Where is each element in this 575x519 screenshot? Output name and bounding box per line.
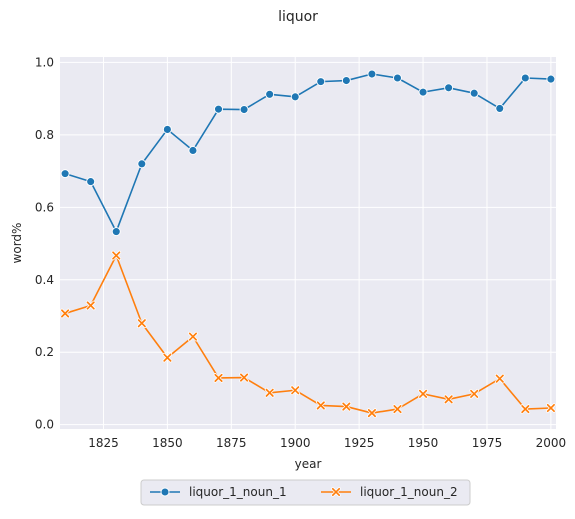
- data-point: [494, 373, 505, 384]
- x-tick-label: 1900: [280, 436, 311, 450]
- data-point: [137, 318, 147, 329]
- legend-item-liquor_1_noun_2: liquor_1_noun_2: [321, 485, 458, 499]
- y-tick-label: 1.0: [35, 55, 54, 69]
- data-point: [214, 104, 223, 114]
- data-point: [85, 300, 96, 311]
- y-tick-labels: 0.0 0.2 0.4 0.6 0.8 1.0: [35, 55, 54, 431]
- data-point: [316, 77, 326, 87]
- data-point: [239, 372, 249, 383]
- x-tick-label: 1825: [88, 436, 119, 450]
- data-point: [290, 385, 301, 396]
- data-point: [213, 373, 224, 383]
- series-liquor_1_noun_1: [60, 69, 556, 237]
- x-axis-label: year: [295, 457, 322, 471]
- legend-label: liquor_1_noun_2: [360, 485, 458, 499]
- legend: liquor_1_noun_1 liquor_1_noun_2: [140, 479, 471, 506]
- series-liquor_1_noun_2: [60, 250, 556, 418]
- y-tick-label: 0.2: [35, 345, 54, 359]
- data-point: [367, 408, 377, 418]
- data-point: [520, 404, 531, 414]
- data-point: [111, 250, 122, 261]
- data-point: [469, 88, 479, 98]
- grid-lines: [60, 57, 556, 429]
- data-point: [162, 352, 173, 363]
- data-point: [546, 74, 556, 84]
- data-point: [495, 103, 505, 113]
- y-axis-label: word%: [10, 223, 24, 264]
- data-point: [444, 83, 454, 93]
- x-tick-label: 2000: [536, 436, 567, 450]
- data-point: [111, 227, 121, 237]
- legend-marker: [331, 487, 341, 497]
- plot-background: [60, 57, 556, 429]
- legend-marker: [160, 487, 170, 497]
- chart-title: liquor: [278, 9, 318, 25]
- data-point: [60, 308, 70, 319]
- data-point: [418, 87, 428, 97]
- data-point: [265, 89, 275, 99]
- data-point: [341, 401, 352, 412]
- y-tick-label: 0.0: [35, 418, 54, 432]
- data-point: [393, 73, 402, 83]
- data-point: [162, 124, 172, 134]
- y-tick-label: 0.6: [35, 200, 54, 214]
- y-tick-label: 0.4: [35, 273, 54, 287]
- data-point: [341, 76, 351, 85]
- x-tick-label: 1975: [472, 436, 503, 450]
- data-point: [392, 404, 403, 414]
- data-point: [188, 331, 198, 342]
- data-point: [315, 400, 326, 411]
- legend-label: liquor_1_noun_1: [189, 485, 287, 499]
- series-line-liquor_1_noun_2: [64, 254, 551, 414]
- y-tick-label: 0.8: [35, 128, 54, 142]
- x-tick-label: 1875: [216, 436, 247, 450]
- data-point: [239, 105, 249, 114]
- data-point: [137, 159, 147, 169]
- data-point: [264, 387, 275, 398]
- data-point: [367, 69, 377, 79]
- x-tick-labels: 1825 1850 1875 1900 1925 1950 1975 2000: [88, 436, 566, 450]
- data-point: [443, 394, 454, 405]
- x-tick-label: 1850: [152, 436, 183, 450]
- data-point: [520, 73, 530, 83]
- data-point: [290, 92, 300, 102]
- data-point: [86, 177, 96, 187]
- x-tick-label: 1950: [408, 436, 439, 450]
- data-point: [469, 389, 479, 399]
- data-point: [546, 403, 556, 413]
- series-layer: [60, 69, 556, 418]
- legend-box: [140, 479, 471, 506]
- data-point: [418, 389, 428, 399]
- data-point: [60, 169, 70, 179]
- x-tick-label: 1925: [344, 436, 375, 450]
- data-point: [188, 146, 198, 155]
- legend-item-liquor_1_noun_1: liquor_1_noun_1: [150, 485, 287, 499]
